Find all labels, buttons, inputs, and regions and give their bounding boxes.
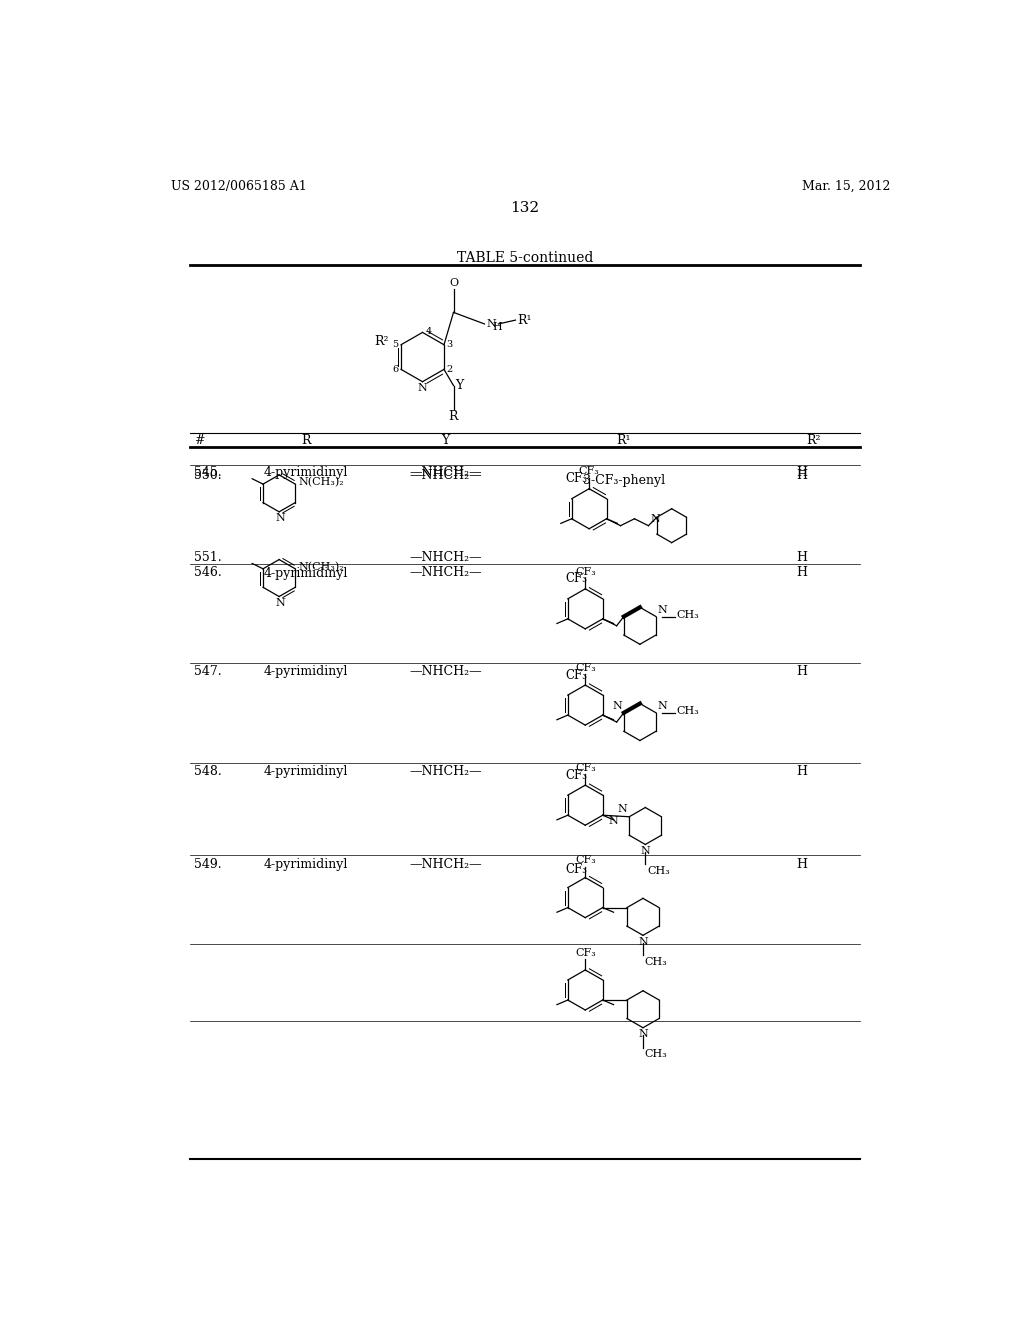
Text: 3: 3	[446, 341, 453, 350]
Text: CF₃: CF₃	[566, 770, 588, 781]
Text: 551.: 551.	[194, 552, 221, 564]
Text: —NHCH₂—: —NHCH₂—	[410, 566, 482, 579]
Text: CF₃: CF₃	[566, 669, 588, 682]
Text: N: N	[275, 513, 285, 523]
Text: H: H	[797, 466, 808, 479]
Text: N: N	[612, 701, 623, 711]
Text: —NHCH₂—: —NHCH₂—	[410, 466, 482, 479]
Text: 550.: 550.	[194, 469, 221, 482]
Text: N: N	[650, 515, 659, 524]
Text: H: H	[797, 665, 808, 678]
Text: H: H	[797, 858, 808, 871]
Text: N: N	[418, 383, 427, 393]
Text: R²: R²	[807, 434, 821, 447]
Text: 549.: 549.	[194, 858, 221, 871]
Text: 3-CF₃-phenyl: 3-CF₃-phenyl	[583, 474, 665, 487]
Text: N: N	[657, 605, 668, 615]
Text: N: N	[608, 816, 618, 826]
Text: N: N	[640, 846, 650, 855]
Text: Mar. 15, 2012: Mar. 15, 2012	[802, 180, 891, 193]
Text: —NHCH₂—: —NHCH₂—	[410, 665, 482, 678]
Text: 547.: 547.	[194, 665, 221, 678]
Text: H: H	[797, 766, 808, 779]
Text: N: N	[638, 1030, 648, 1039]
Text: CH₃: CH₃	[676, 706, 699, 717]
Text: CH₃: CH₃	[647, 866, 670, 876]
Text: Y: Y	[441, 434, 450, 447]
Text: H: H	[797, 552, 808, 564]
Text: CF₃: CF₃	[566, 863, 588, 876]
Text: —NHCH₂—: —NHCH₂—	[410, 766, 482, 779]
Text: N: N	[617, 804, 627, 814]
Text: R²: R²	[374, 335, 389, 348]
Text: #: #	[194, 434, 205, 447]
Text: 4: 4	[426, 327, 432, 337]
Text: CF₃: CF₃	[566, 572, 588, 585]
Text: 4-pyrimidinyl: 4-pyrimidinyl	[264, 858, 348, 871]
Text: —NHCH₂—: —NHCH₂—	[410, 469, 482, 482]
Text: CF₃: CF₃	[574, 566, 596, 577]
Text: —NHCH₂—: —NHCH₂—	[410, 552, 482, 564]
Text: R¹: R¹	[616, 434, 631, 447]
Text: Y: Y	[455, 379, 463, 392]
Text: 548.: 548.	[194, 766, 221, 779]
Text: N: N	[638, 937, 648, 946]
Text: N: N	[486, 319, 496, 329]
Text: CF₃: CF₃	[574, 663, 596, 673]
Text: 4-pyrimidinyl: 4-pyrimidinyl	[264, 665, 348, 678]
Text: N: N	[657, 701, 668, 711]
Text: 5: 5	[392, 341, 398, 350]
Text: US 2012/0065185 A1: US 2012/0065185 A1	[171, 180, 306, 193]
Text: CH₃: CH₃	[676, 610, 699, 620]
Text: TABLE 5-continued: TABLE 5-continued	[457, 251, 593, 265]
Text: N(CH₃)₂: N(CH₃)₂	[298, 478, 344, 487]
Text: CH₃: CH₃	[644, 957, 668, 966]
Text: R: R	[449, 411, 459, 424]
Text: CF₃: CF₃	[579, 466, 599, 477]
Text: 4-pyrimidinyl: 4-pyrimidinyl	[264, 466, 348, 479]
Text: CF₃: CF₃	[566, 471, 588, 484]
Text: R: R	[301, 434, 311, 447]
Text: 545.: 545.	[194, 466, 221, 479]
Text: —NHCH₂—: —NHCH₂—	[410, 858, 482, 871]
Text: CF₃: CF₃	[574, 855, 596, 866]
Text: CH₃: CH₃	[644, 1049, 668, 1059]
Text: CF₃: CF₃	[574, 948, 596, 958]
Text: N(CH₃)₂: N(CH₃)₂	[298, 562, 344, 573]
Text: 132: 132	[510, 201, 540, 215]
Text: CF₃: CF₃	[574, 763, 596, 774]
Text: 6: 6	[392, 364, 398, 374]
Text: H: H	[493, 322, 502, 333]
Text: 546.: 546.	[194, 566, 221, 579]
Text: H: H	[797, 566, 808, 579]
Text: 2: 2	[446, 364, 453, 374]
Text: H: H	[797, 469, 808, 482]
Text: N: N	[275, 598, 285, 609]
Text: R¹: R¹	[517, 314, 531, 326]
Text: 4-pyrimidinyl: 4-pyrimidinyl	[264, 566, 348, 579]
Text: 4-pyrimidinyl: 4-pyrimidinyl	[264, 766, 348, 779]
Text: O: O	[449, 277, 458, 288]
